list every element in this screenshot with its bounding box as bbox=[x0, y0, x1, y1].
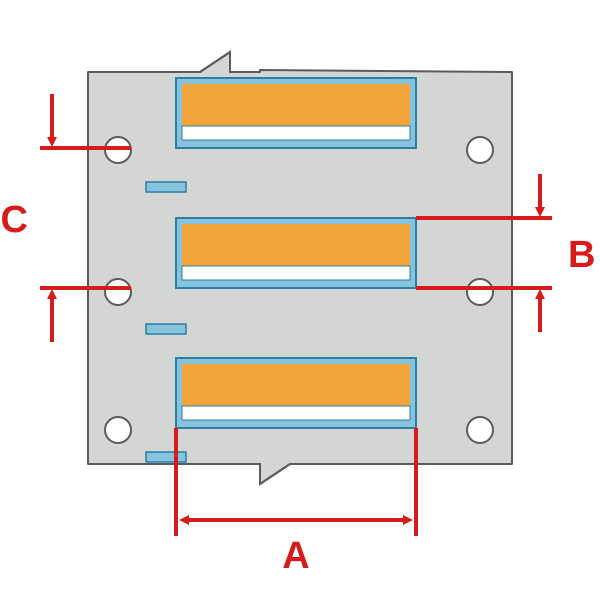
dim-b-label: B bbox=[568, 234, 595, 276]
sprocket-hole-l-3 bbox=[105, 417, 131, 443]
label-slot-1 bbox=[176, 78, 416, 148]
index-tab-1 bbox=[146, 182, 186, 192]
sprocket-hole-r-1 bbox=[467, 137, 493, 163]
index-tab-3 bbox=[146, 452, 186, 462]
index-tab-2 bbox=[146, 324, 186, 334]
dim-a-label: A bbox=[282, 535, 309, 577]
sprocket-hole-r-3 bbox=[467, 417, 493, 443]
label-slot-2 bbox=[176, 218, 416, 288]
dimension-diagram: A B C bbox=[0, 0, 600, 600]
sprocket-hole-l-2 bbox=[105, 279, 131, 305]
sprocket-hole-r-2 bbox=[467, 279, 493, 305]
dim-c-label: C bbox=[1, 199, 28, 241]
label-slot-3 bbox=[176, 358, 416, 428]
